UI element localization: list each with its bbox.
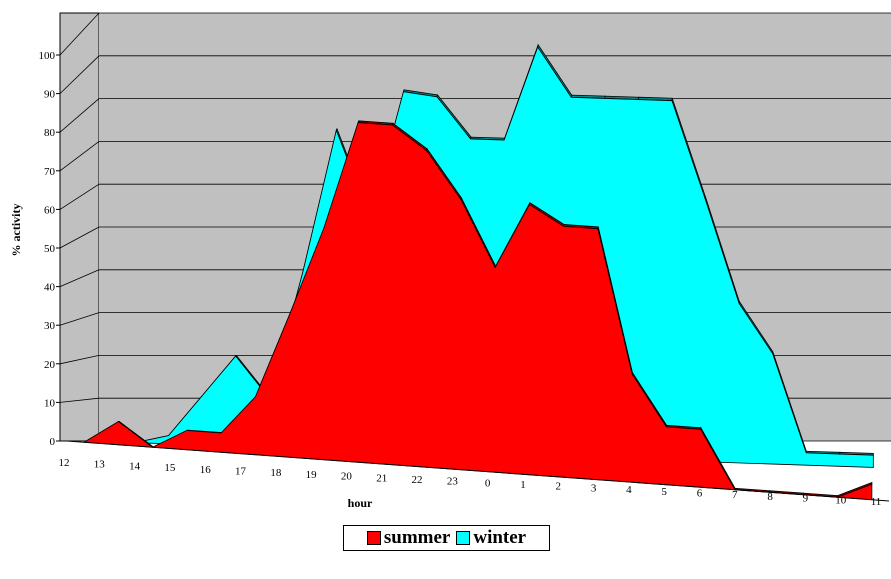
x-tick-label: 22: [412, 474, 423, 486]
x-tick-label: 12: [59, 457, 70, 469]
side-gridline: [59, 226, 100, 249]
x-tick-label: 11: [871, 496, 882, 508]
legend-swatch-summer: [366, 531, 381, 545]
y-tick-labels: 0 10 20 30 40 50 60 70 80 90 100: [39, 50, 60, 448]
y-tick-label: 90: [44, 89, 56, 101]
x-tick-label: 7: [732, 489, 738, 501]
x-tick-label: 19: [306, 469, 318, 481]
y-tick-label: 80: [44, 127, 56, 139]
side-gridline: [59, 355, 100, 365]
legend-label-winter: winter: [473, 527, 527, 548]
y-tick-label: 40: [44, 282, 56, 294]
x-tick-label: 18: [270, 467, 282, 479]
x-axis-title: hour: [348, 496, 373, 510]
x-tick-label: 2: [556, 481, 562, 493]
y-tick-label: 10: [44, 397, 56, 409]
legend-item-winter: winter: [456, 527, 526, 549]
y-tick-label: 0: [50, 436, 56, 448]
x-tick-label: 0: [485, 477, 491, 489]
x-tick-label: 20: [341, 471, 353, 483]
y-tick-label: 30: [44, 320, 56, 332]
x-tick-label: 14: [129, 460, 141, 472]
x-tick-label: 8: [767, 491, 773, 503]
side-gridline: [59, 269, 100, 287]
y-tick-label: 50: [44, 243, 56, 255]
x-tick-label: 5: [661, 486, 667, 498]
x-tick-label: 23: [447, 476, 459, 488]
y-tick-label: 60: [44, 204, 56, 216]
legend-label-summer: summer: [383, 527, 451, 548]
x-tick-label: 10: [835, 494, 847, 506]
x-tick-labels: 12 13 14 15 16 17 18 19 20 21 22 23 0 1 2 3 4 5 6 7 8 9 10 11: [59, 440, 890, 508]
y-tick-label: 70: [44, 166, 56, 178]
x-tick-label: 13: [94, 459, 106, 471]
x-tick-label: 15: [164, 462, 176, 474]
y-tick-label: 20: [44, 359, 56, 371]
x-axis-line: [66, 440, 890, 502]
y-axis-title: % activity: [9, 204, 23, 257]
x-tick-label: 17: [235, 465, 247, 477]
legend-swatch-winter: [456, 531, 471, 545]
x-tick-label: 9: [803, 493, 809, 505]
x-tick-label: 4: [626, 484, 632, 496]
x-tick-label: 21: [376, 472, 387, 484]
side-gridline: [59, 98, 100, 133]
side-gridline: [59, 141, 100, 172]
x-tick-label: 3: [591, 482, 597, 494]
side-gridline: [59, 55, 100, 94]
side-gridline: [59, 397, 100, 403]
side-wall: [59, 12, 100, 442]
side-gridline: [59, 12, 100, 56]
side-gridline: [59, 183, 100, 210]
x-tick-label: 1: [520, 479, 526, 491]
x-tick-label: 16: [200, 464, 212, 476]
legend-item-summer: summer: [366, 527, 451, 549]
side-gridline: [59, 312, 100, 326]
x-tick-label: 6: [697, 488, 703, 500]
legend: summer winter: [343, 525, 550, 551]
y-tick-label: 100: [39, 50, 56, 62]
